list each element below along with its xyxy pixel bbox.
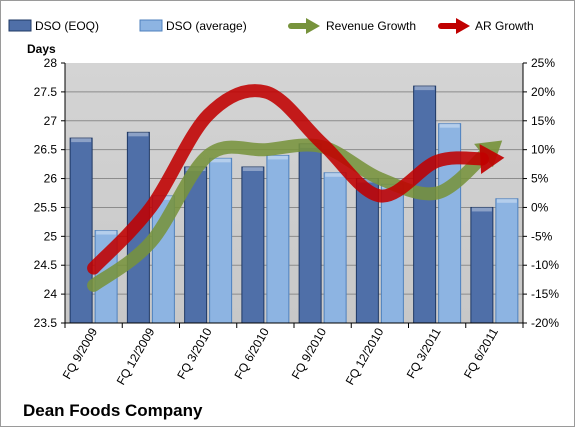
y-axis-title: Days <box>27 42 56 56</box>
bar-dso-eoq-highlight <box>128 132 149 137</box>
x-tick-label: FQ 6/2011 <box>461 325 501 381</box>
bar-dso-average <box>495 198 519 324</box>
legend: DSO (EOQ) DSO (average) Revenue Growth A… <box>8 18 534 34</box>
y-tick-label: 25.5 <box>34 200 58 214</box>
ar-growth-arrowhead <box>479 144 505 174</box>
y-tick-label: 27.5 <box>34 85 58 99</box>
y2-tick-label: 20% <box>531 85 555 99</box>
x-tick-label: FQ 3/2010 <box>174 325 215 381</box>
y2-tick-label: 5% <box>531 172 549 186</box>
y-tick-label: 26 <box>44 172 58 186</box>
y-tick-label: 26.5 <box>34 143 58 157</box>
legend-label-dso-eoq: DSO (EOQ) <box>35 19 99 33</box>
legend-label-ar-growth: AR Growth <box>475 19 534 33</box>
legend-label-revenue-growth: Revenue Growth <box>326 19 416 33</box>
y2-tick-label: -10% <box>531 258 559 272</box>
y2-tick-label: -15% <box>531 287 559 301</box>
y2-tick-label: 0% <box>531 200 549 214</box>
bar-dso-average-highlight <box>439 123 460 128</box>
bar-dso-average-highlight <box>496 198 517 203</box>
y-tick-label: 28 <box>44 56 58 70</box>
y2-tick-label: 10% <box>531 143 555 157</box>
y-tick-label: 27 <box>44 114 58 128</box>
bar-dso-average <box>266 154 290 324</box>
legend-label-dso-average: DSO (average) <box>166 19 247 33</box>
bar-dso-average <box>323 172 347 324</box>
bar-dso-eoq-highlight <box>471 207 492 212</box>
bar-dso-eoq <box>241 166 265 324</box>
bar-dso-eoq <box>470 206 494 324</box>
y-tick-label: 24.5 <box>34 258 58 272</box>
legend-swatch-dso-average <box>139 19 163 32</box>
bar-dso-average-highlight <box>267 155 288 160</box>
x-tick-label: FQ 9/2009 <box>60 325 101 381</box>
legend-arrow-ar-growth <box>438 18 470 34</box>
y2-tick-label: 25% <box>531 56 555 70</box>
y-tick-label: 25 <box>44 229 58 243</box>
y2-tick-label: -20% <box>531 316 559 330</box>
x-tick-label: FQ 6/2010 <box>231 325 272 381</box>
y2-tick-label: 15% <box>531 114 555 128</box>
x-tick-label: FQ 12/2010 <box>343 325 387 387</box>
legend-swatch-dso-eoq <box>8 19 32 32</box>
y-tick-label: 24 <box>44 287 58 301</box>
bar-dso-eoq-highlight <box>71 138 92 143</box>
bar-dso-eoq-highlight <box>414 86 435 91</box>
x-tick-label: FQ 3/2011 <box>404 325 444 381</box>
bar-dso-average <box>380 183 404 324</box>
bar-dso-eoq <box>69 137 93 324</box>
x-tick-label: FQ 12/2009 <box>114 325 158 387</box>
bar-dso-average-highlight <box>325 172 346 177</box>
bar-dso-average <box>209 157 233 324</box>
y-tick-label: 23.5 <box>34 316 58 330</box>
legend-arrow-revenue-growth <box>288 18 320 34</box>
revenue-growth-line <box>87 138 492 292</box>
bar-dso-eoq <box>298 143 322 324</box>
ar-growth-line <box>87 84 489 275</box>
bar-dso-average-highlight <box>96 230 117 235</box>
bar-dso-eoq-highlight <box>357 178 378 183</box>
y2-tick-label: -5% <box>531 229 553 243</box>
growth-lines <box>87 84 505 292</box>
bar-dso-average-highlight <box>210 158 231 163</box>
company-name: Dean Foods Company <box>23 401 203 420</box>
x-tick-label: FQ 9/2010 <box>289 325 330 381</box>
bar-dso-eoq <box>413 85 437 324</box>
bar-dso-eoq-highlight <box>242 167 263 171</box>
